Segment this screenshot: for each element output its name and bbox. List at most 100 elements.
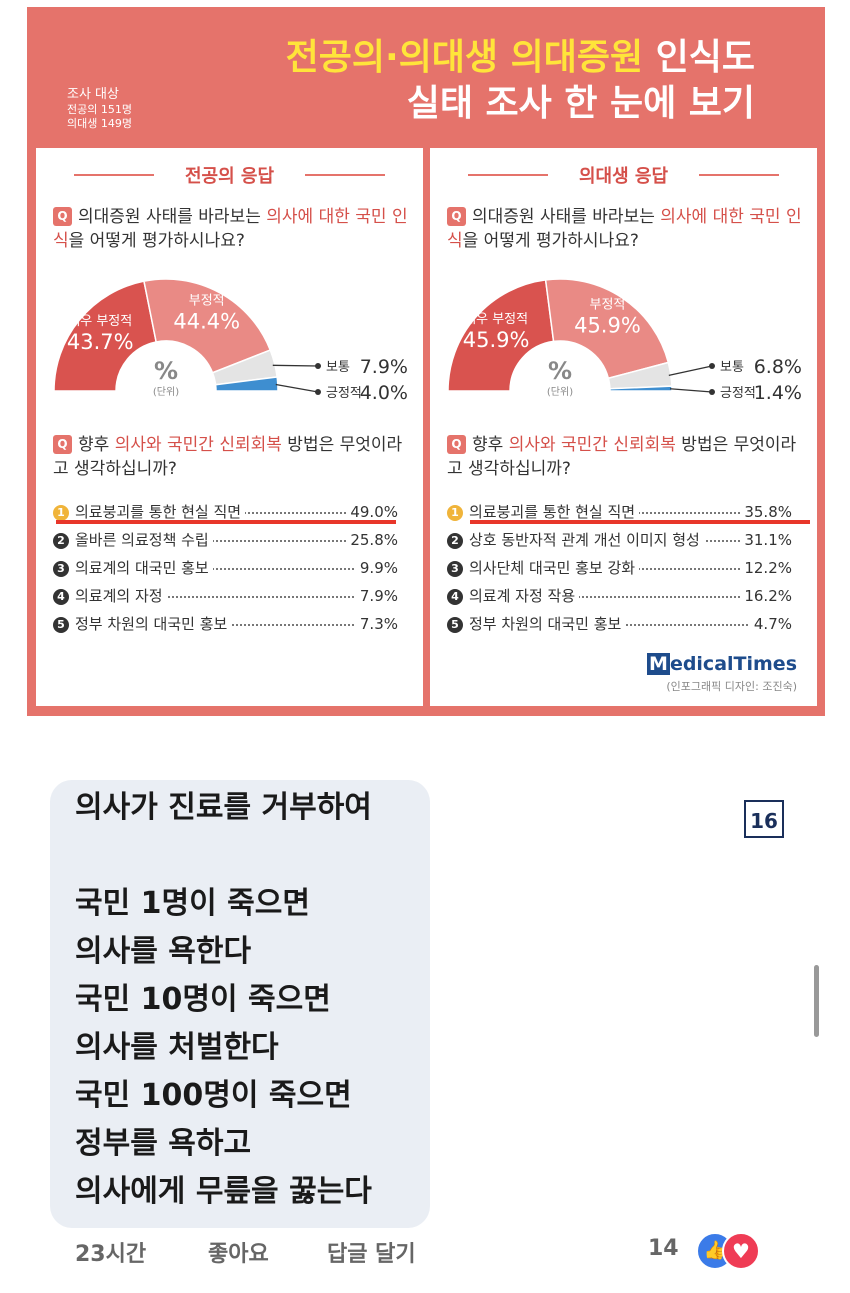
question-1: Q 의대증원 사태를 바라보는 의사에 대한 국민 인식을 어떻게 평가하시나요? <box>53 205 413 253</box>
slice-value: 1.4% <box>754 382 802 404</box>
donut-slice-1 <box>143 278 272 374</box>
answer-item: 3 의사단체 대국민 홍보 강화 12.2% <box>447 554 792 582</box>
q1-text-a: 의대증원 사태를 바라보는 <box>472 207 661 227</box>
answer-item: 5 정부 차원의 대국민 홍보 7.3% <box>53 610 398 638</box>
q-badge: Q <box>447 207 466 226</box>
reply-button[interactable]: 답글 달기 <box>327 1242 416 1267</box>
answer-value: 4.7% <box>749 610 792 638</box>
title-part: 인식도 <box>655 37 755 78</box>
q2-text-highlight: 의사와 국민간 신뢰회복 <box>114 435 282 455</box>
answer-label: 의료계의 자정 <box>75 587 163 605</box>
rank-number: 3 <box>447 561 463 577</box>
leader-line <box>669 388 713 393</box>
q1-text-highlight: 의사에 대한 국민 인식 <box>447 207 802 251</box>
answer-item: 5 정부 차원의 대국민 홍보 4.7% <box>447 610 792 638</box>
answer-label: 의료계의 대국민 홍보 <box>75 559 209 577</box>
rank-number: 1 <box>447 505 463 521</box>
answer-item: 4 의료계 자정 작용 16.2% <box>447 582 792 610</box>
rank-number: 3 <box>53 561 69 577</box>
answer-value: 31.1% <box>740 526 792 554</box>
slice-value: 6.8% <box>754 356 802 378</box>
survey-target: 조사 대상 전공의 151명 의대생 149명 <box>67 87 132 131</box>
q2-text-b: 방법은 무엇이라고 생각하십니까? <box>53 435 403 479</box>
slice-label: 보통 <box>720 360 744 375</box>
q-badge: Q <box>447 435 466 454</box>
answer-value: 7.3% <box>355 610 398 638</box>
residents-panel: 전공의 응답 Q 의대증원 사태를 바라보는 의사에 대한 국민 인식을 어떻게 평… <box>36 148 423 706</box>
comment-text: 의사가 진료를 거부하여 국민 1명이 죽으면 의사를 욕한다 국민 10명이 … <box>75 790 372 1209</box>
reaction-count: 14 <box>648 1236 679 1261</box>
slice-value: 7.9% <box>360 356 408 378</box>
slice-value: 43.7% <box>67 330 134 354</box>
q1-text-highlight: 의사에 대한 국민 인식 <box>53 207 408 251</box>
survey-residents-count: 전공의 151명 <box>67 103 132 116</box>
answer-value: 12.2% <box>740 554 792 582</box>
answer-value: 16.2% <box>740 582 792 610</box>
rank-number: 1 <box>53 505 69 521</box>
answer-item: 4 의료계의 자정 7.9% <box>53 582 398 610</box>
answer-item: 1 의료붕괴를 통한 현실 직면 35.8% <box>447 498 792 526</box>
question-1: Q 의대증원 사태를 바라보는 의사에 대한 국민 인식을 어떻게 평가하시나요? <box>447 205 807 253</box>
highlight-underline <box>470 520 810 524</box>
comment-time: 23시간 <box>75 1242 147 1267</box>
slice-value: 45.9% <box>574 313 641 337</box>
q-badge: Q <box>53 435 72 454</box>
answer-label: 의료계 자정 작용 <box>469 587 576 605</box>
leader-dot <box>709 363 715 369</box>
slice-label: 부정적 <box>189 293 225 308</box>
scrollbar[interactable] <box>814 965 819 1037</box>
survey-students-count: 의대생 149명 <box>67 117 132 130</box>
slice-value: 45.9% <box>463 328 530 352</box>
leader-dot <box>315 389 321 395</box>
leader-line <box>275 383 319 393</box>
slice-label: 매우 부정적 <box>464 312 528 327</box>
donut-slice-0 <box>53 280 158 392</box>
q2-text-highlight: 의사와 국민간 신뢰회복 <box>508 435 676 455</box>
donut-slice-3 <box>609 385 673 392</box>
slice-value: 44.4% <box>173 309 240 333</box>
answer-list: 1 의료붕괴를 통한 현실 직면 35.8% 2 상호 동반자적 관계 개선 이미지 형… <box>447 498 792 638</box>
panel-heading-text: 의대생 응답 <box>578 166 669 187</box>
panel-heading-text: 전공의 응답 <box>184 166 275 187</box>
students-panel: 의대생 응답 Q 의대증원 사태를 바라보는 의사에 대한 국민 인식을 어떻게 평… <box>430 148 817 706</box>
title-subline: 실태 조사 한 눈에 보기 <box>406 83 755 124</box>
panel-heading: 의대생 응답 <box>430 162 817 188</box>
q-badge: Q <box>53 207 72 226</box>
q1-text-a: 의대증원 사태를 바라보는 <box>78 207 267 227</box>
donut-slice-1 <box>544 278 670 380</box>
comment-bubble: 의사가 진료를 거부하여 국민 1명이 죽으면 의사를 욕한다 국민 10명이 … <box>50 780 430 1228</box>
q2-text-a: 향후 <box>78 435 115 455</box>
answer-value: 9.9% <box>355 554 398 582</box>
q1-text-b: 을 어떻게 평가하시나요? <box>462 231 639 251</box>
answer-value: 25.8% <box>346 526 398 554</box>
answer-item: 2 상호 동반자적 관계 개선 이미지 형성 31.1% <box>447 526 792 554</box>
q2-text-b: 방법은 무엇이라고 생각하십니까? <box>447 435 797 479</box>
leader-line <box>668 365 713 377</box>
donut-slice-0 <box>447 279 555 392</box>
title-highlight: 전공의·의대생 의대증원 <box>285 37 644 78</box>
like-button[interactable]: 좋아요 <box>208 1242 269 1267</box>
heart-icon: ♥ <box>722 1232 760 1270</box>
answer-list: 1 의료붕괴를 통한 현실 직면 49.0% 2 올바른 의료정책 수립 25.8% 3 의료… <box>53 498 398 638</box>
answer-label: 올바른 의료정책 수립 <box>75 531 209 549</box>
answer-item: 2 올바른 의료정책 수립 25.8% <box>53 526 398 554</box>
slice-label: 부정적 <box>589 297 625 312</box>
leader-dot <box>315 363 321 369</box>
slice-label: 매우 부정적 <box>68 314 132 329</box>
unit-label: (단위) <box>547 385 573 398</box>
slice-label: 보통 <box>326 360 350 375</box>
answer-item: 3 의료계의 대국민 홍보 9.9% <box>53 554 398 582</box>
answer-label: 정부 차원의 대국민 홍보 <box>469 615 622 633</box>
leader-line <box>272 364 319 367</box>
slice-value: 4.0% <box>360 382 408 404</box>
page-number-badge: 16 <box>744 800 784 838</box>
answer-label: 의료붕괴를 통한 현실 직면 <box>469 503 636 521</box>
rank-number: 4 <box>53 589 69 605</box>
percent-unit: % <box>548 357 572 385</box>
rank-number: 2 <box>447 533 463 549</box>
answer-label: 의료붕괴를 통한 현실 직면 <box>75 503 242 521</box>
rank-number: 5 <box>447 617 463 633</box>
